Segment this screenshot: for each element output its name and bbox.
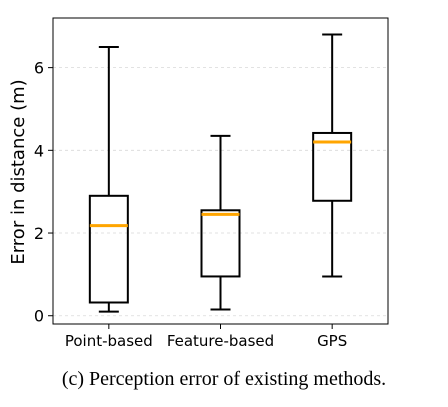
figure-caption: (c) Perception error of existing methods… (61, 368, 387, 390)
box-point-based (88, 45, 129, 313)
y-tick-label: 6 (34, 59, 44, 78)
x-tick-label: Feature-based (167, 332, 274, 350)
iqr-box (312, 131, 353, 202)
x-axis-ticks: Point-based Feature-based GPS (65, 324, 347, 350)
x-tick-label: Point-based (65, 332, 153, 350)
box-gps (312, 33, 353, 278)
x-tick-label: GPS (317, 332, 347, 350)
y-tick-label: 0 (34, 307, 44, 326)
boxes (88, 33, 353, 313)
y-axis-ticks: 0 2 4 6 (34, 59, 53, 326)
iqr-box (88, 194, 129, 304)
iqr-box (200, 209, 241, 278)
y-tick-label: 2 (34, 224, 44, 243)
box-feature-based (200, 134, 241, 311)
y-tick-label: 4 (34, 141, 44, 160)
y-axis-label: Error in distance (m) (8, 79, 29, 264)
